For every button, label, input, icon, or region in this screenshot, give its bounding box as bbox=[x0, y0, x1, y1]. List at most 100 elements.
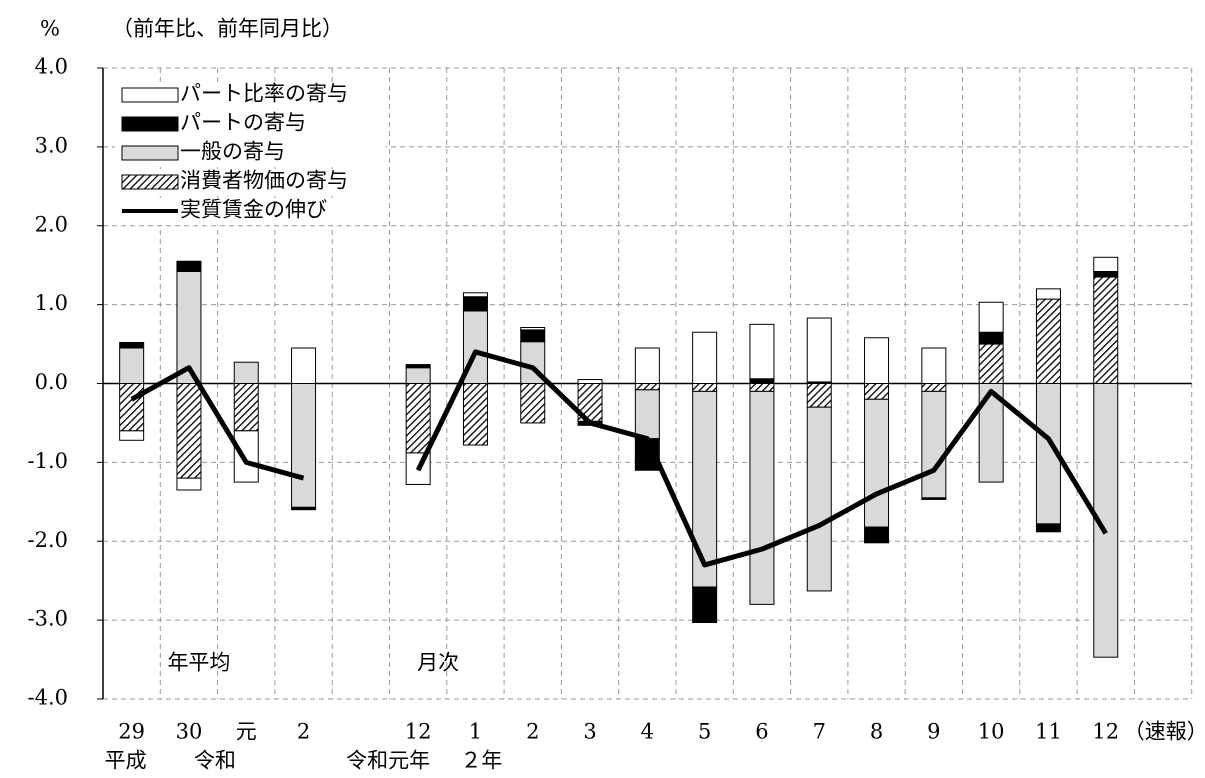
bar-segment bbox=[405, 383, 431, 454]
bar-segment bbox=[692, 586, 718, 623]
bar-segment bbox=[692, 331, 718, 385]
y-axis-label: % bbox=[40, 17, 60, 41]
y-tick-label: 2.0 bbox=[35, 212, 68, 236]
legend-label: 一般の寄与 bbox=[180, 140, 285, 164]
bar-segment bbox=[1035, 298, 1061, 385]
bar-segment bbox=[864, 398, 890, 528]
y-tick-label: 4.0 bbox=[35, 55, 68, 79]
bar-segment bbox=[119, 347, 145, 385]
era-label: 令和 bbox=[194, 749, 236, 773]
bar-segment bbox=[176, 477, 202, 491]
bar-segment bbox=[291, 383, 317, 508]
y-tick-label: -3.0 bbox=[28, 607, 69, 631]
bar-segment bbox=[749, 390, 775, 605]
bar-segment bbox=[749, 383, 775, 392]
bar-segment bbox=[462, 296, 488, 312]
era-label: 平成 bbox=[105, 749, 147, 773]
bar-segment bbox=[176, 260, 202, 272]
bar-segment bbox=[233, 361, 259, 384]
x-tick-label: 6 bbox=[755, 720, 768, 744]
x-tick-label: 7 bbox=[813, 720, 826, 744]
subtitle: （前年比、前年同月比） bbox=[112, 17, 343, 41]
bar-segment bbox=[405, 367, 431, 385]
x-tick-label: 12 bbox=[1092, 720, 1119, 744]
legend-swatch bbox=[121, 174, 179, 190]
era-label: 令和元年 bbox=[346, 749, 430, 773]
x-tick-label: 1 bbox=[469, 720, 482, 744]
bar-segment bbox=[692, 383, 718, 392]
y-tick-label: -2.0 bbox=[28, 528, 69, 552]
bar-segment bbox=[405, 364, 431, 369]
bar-segment bbox=[921, 347, 947, 385]
bar-segment bbox=[520, 329, 546, 343]
bar-segment bbox=[749, 378, 775, 384]
bar-segment bbox=[462, 383, 488, 446]
annotation: 月次 bbox=[417, 651, 459, 675]
x-tick-label: 29 bbox=[118, 720, 145, 744]
bar-segment bbox=[233, 430, 259, 483]
bar-segment bbox=[176, 270, 202, 384]
x-tick-label: 2 bbox=[297, 720, 310, 744]
bar-segment bbox=[1093, 276, 1119, 384]
y-tick-label: -4.0 bbox=[28, 686, 69, 710]
x-tick-label: 10 bbox=[978, 720, 1005, 744]
bar-segment bbox=[806, 317, 832, 383]
bar-segment bbox=[577, 379, 603, 384]
x-tick-label: 30 bbox=[176, 720, 203, 744]
annotation: 年平均 bbox=[167, 651, 230, 675]
bar-segment bbox=[119, 383, 145, 432]
legend-label: パートの寄与 bbox=[180, 111, 306, 135]
legend-label: 実質賃金の伸び bbox=[180, 198, 327, 222]
bar-segment bbox=[462, 292, 488, 298]
bar-segment bbox=[291, 347, 317, 385]
bar-segment bbox=[520, 383, 546, 424]
bar-segment bbox=[692, 390, 718, 588]
x-tick-label: 11 bbox=[1035, 720, 1062, 744]
x-tick-label: 9 bbox=[927, 720, 940, 744]
legend-swatch bbox=[121, 145, 179, 161]
bar-segment bbox=[634, 383, 660, 391]
bar-segment bbox=[921, 383, 947, 392]
bar-segment bbox=[291, 506, 317, 511]
bar-segment bbox=[520, 326, 546, 331]
bar-segment bbox=[634, 347, 660, 385]
legend-swatch bbox=[121, 116, 179, 132]
bar-segment bbox=[864, 337, 890, 385]
bar-segment bbox=[978, 301, 1004, 333]
bar-segment bbox=[1035, 288, 1061, 300]
bar-segment bbox=[864, 526, 890, 544]
bar-segment bbox=[1093, 256, 1119, 272]
y-tick-label: 3.0 bbox=[35, 133, 68, 157]
bar-segment bbox=[921, 497, 947, 500]
bar-segment bbox=[634, 389, 660, 440]
bar-segment bbox=[749, 323, 775, 380]
x-tick-label: 2 bbox=[526, 720, 539, 744]
bar-segment bbox=[1093, 383, 1119, 658]
bar-segment bbox=[119, 341, 145, 349]
y-tick-label: 0.0 bbox=[35, 370, 68, 394]
bar-segment bbox=[921, 390, 947, 499]
bar-segment bbox=[806, 406, 832, 592]
bar-segment bbox=[1093, 270, 1119, 278]
bar-segment bbox=[233, 383, 259, 432]
bar-segment bbox=[978, 331, 1004, 345]
bar-segment bbox=[978, 343, 1004, 384]
x-tick-label: 12 bbox=[405, 720, 432, 744]
bar-segment bbox=[119, 430, 145, 441]
line bbox=[130, 349, 1108, 568]
legend-label: パート比率の寄与 bbox=[180, 82, 348, 106]
bar-segment bbox=[176, 383, 202, 479]
bar-segment bbox=[806, 383, 832, 408]
x-tick-label: 8 bbox=[870, 720, 883, 744]
y-tick-label: 1.0 bbox=[35, 291, 68, 315]
x-tick-label: 5 bbox=[698, 720, 711, 744]
era-label: ２年 bbox=[460, 749, 502, 773]
legend-label: 消費者物価の寄与 bbox=[180, 169, 348, 193]
x-tick-label: 3 bbox=[583, 720, 596, 744]
y-tick-label: -1.0 bbox=[28, 449, 69, 473]
note: （速報） bbox=[1124, 720, 1205, 744]
bar-segment bbox=[864, 383, 890, 400]
x-tick-label: 4 bbox=[641, 720, 654, 744]
legend-swatch bbox=[121, 87, 179, 103]
